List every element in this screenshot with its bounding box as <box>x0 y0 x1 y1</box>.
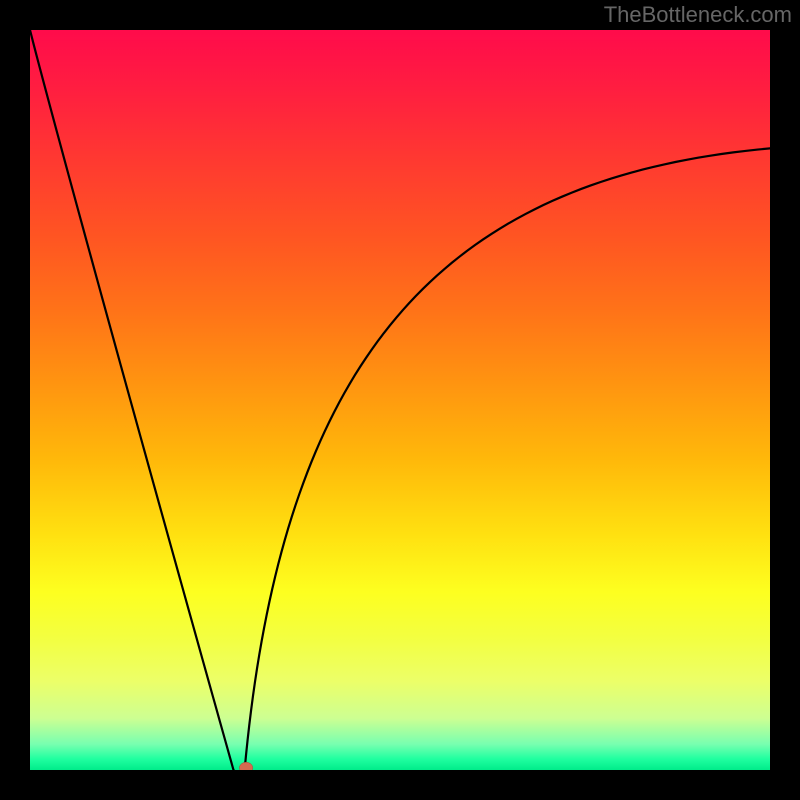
bottleneck-chart <box>0 0 800 800</box>
chart-plot-area <box>30 30 770 770</box>
watermark-text: TheBottleneck.com <box>604 2 792 28</box>
chart-container: TheBottleneck.com <box>0 0 800 800</box>
